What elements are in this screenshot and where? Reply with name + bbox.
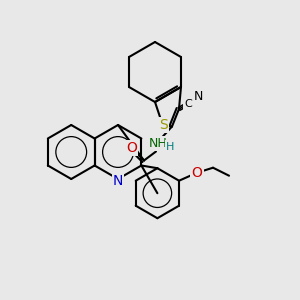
- Text: S: S: [160, 118, 168, 132]
- Text: O: O: [126, 141, 137, 155]
- Text: NH: NH: [148, 137, 167, 150]
- Text: N: N: [113, 174, 123, 188]
- Text: N: N: [194, 91, 203, 103]
- Text: O: O: [192, 166, 203, 180]
- Text: H: H: [166, 142, 174, 152]
- Text: C: C: [184, 99, 192, 109]
